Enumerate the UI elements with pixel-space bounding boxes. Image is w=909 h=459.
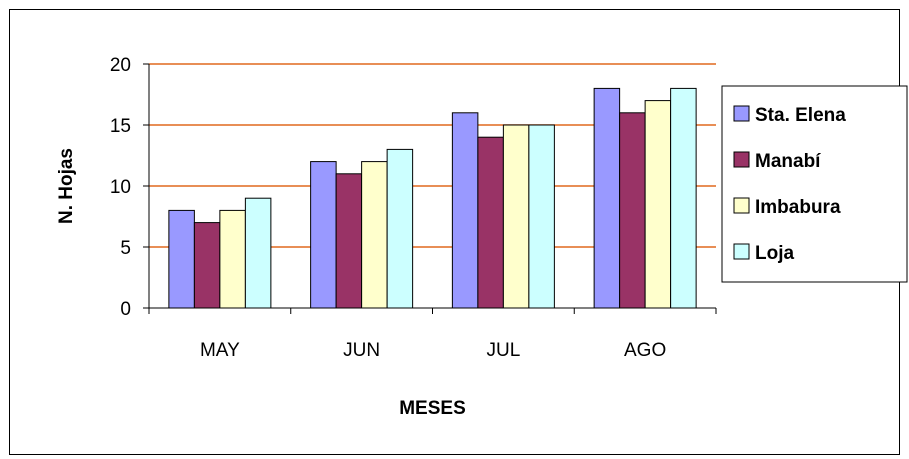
bars [168,87,697,309]
x-tick-label: MAY [200,340,240,361]
x-axis-title: MESES [399,398,466,419]
legend-swatch [733,197,750,214]
legend-label: Sta. Elena [755,105,846,126]
x-tick-label: JUL [486,340,520,361]
tick-labels: 0 5 10 15 20 MAY JUN JUL AGO [110,55,666,361]
bar [310,161,337,309]
bar [502,124,530,309]
legend-swatch [733,151,750,168]
y-tick-label: 5 [120,238,131,259]
legend-swatch [733,105,750,122]
bar [193,222,221,309]
axes [143,63,717,314]
legend-label: Loja [755,243,794,264]
bar [168,209,195,309]
bar [477,136,504,309]
y-tick-label: 0 [120,299,131,320]
bar [528,124,555,309]
x-tick-label: AGO [624,340,666,361]
bar [451,112,479,309]
bar [670,87,697,309]
y-tick-label: 20 [110,55,131,76]
legend-label: Imbabura [755,197,841,218]
bar [335,173,363,309]
bar [219,209,246,309]
y-tick-label: 15 [110,116,131,137]
y-tick-label: 10 [110,177,131,198]
bar [593,87,621,309]
bar [386,148,414,309]
bar [244,197,272,309]
legend-box [721,85,908,283]
bar [619,112,646,309]
bar [644,100,672,309]
x-tick-label: JUN [343,340,380,361]
legend: Sta. Elena Manabí Imbabura Loja [721,85,908,283]
legend-label: Manabí [755,151,821,172]
bar [361,161,388,309]
y-axis-title: N. Hojas [56,148,77,224]
legend-swatch [733,243,750,260]
